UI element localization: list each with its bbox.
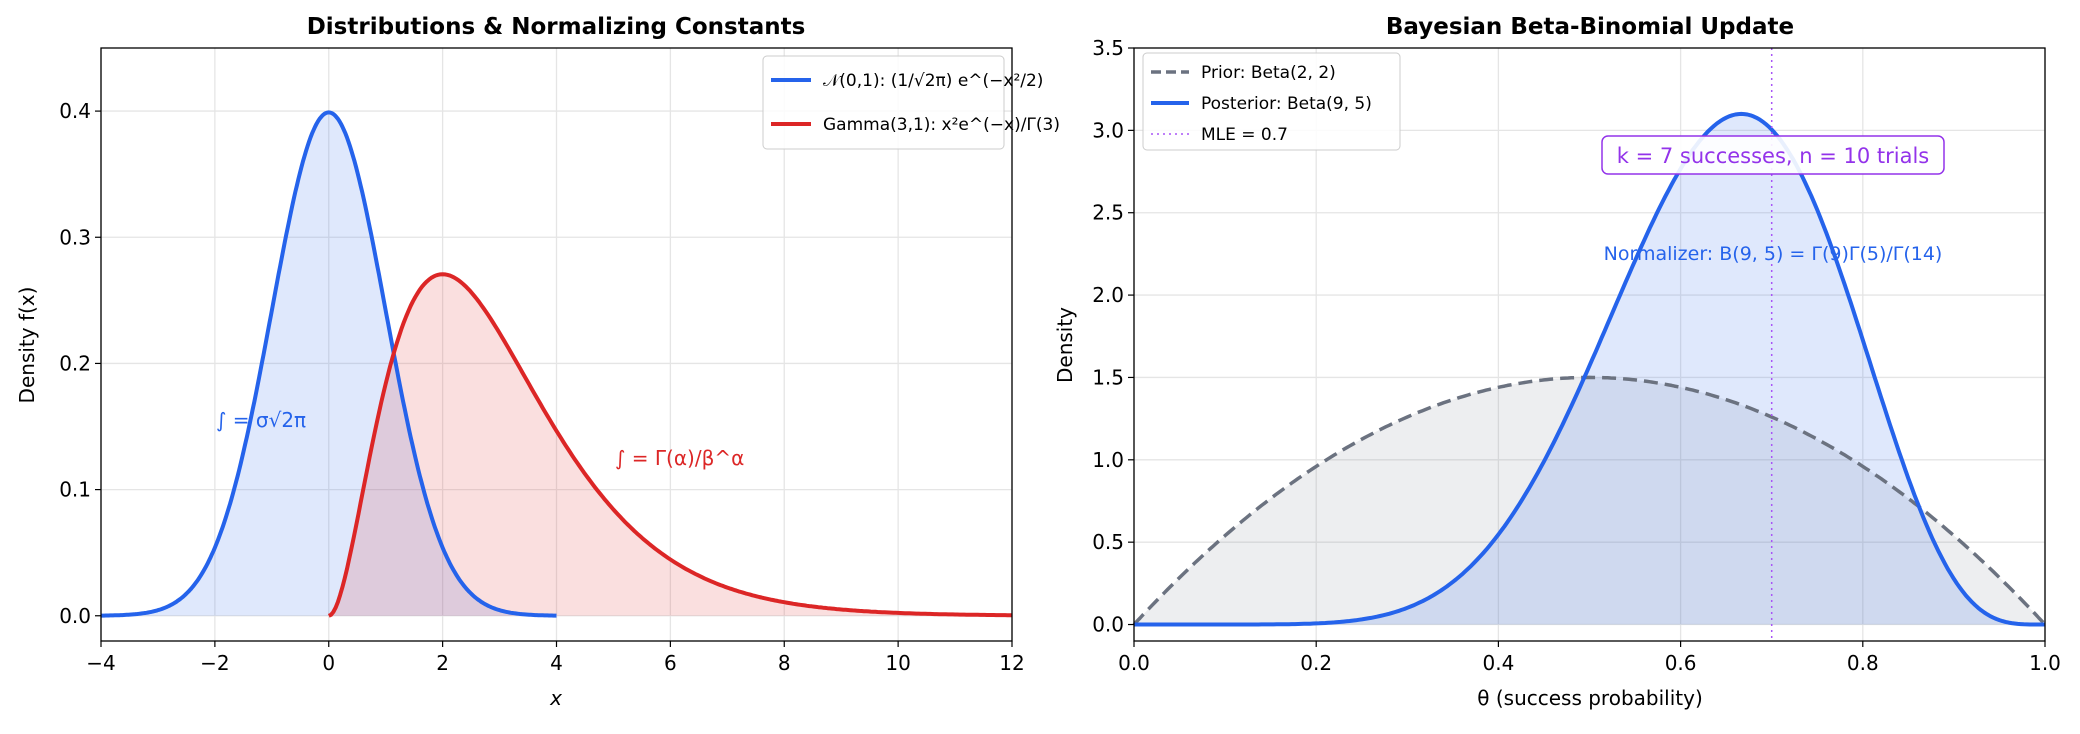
x-tick-label: −2 (200, 651, 229, 675)
y-tick-label: 3.5 (1092, 36, 1124, 60)
x-tick-label: 0.6 (1665, 651, 1697, 675)
legend-posterior-label: Posterior: Beta(9, 5) (1201, 94, 1372, 114)
x-tick-label: 2 (436, 651, 449, 675)
y-tick-label: 2.0 (1092, 283, 1124, 307)
x-tick-label: 1.0 (2029, 651, 2061, 675)
legend-prior-label: Prior: Beta(2, 2) (1201, 63, 1336, 83)
left-lines (100, 110, 1012, 618)
x-tick-label: 0.4 (1482, 651, 1514, 675)
legend-mle-label: MLE = 0.7 (1201, 125, 1288, 145)
x-tick-label: 12 (999, 651, 1024, 675)
x-tick-label: 0.8 (1847, 651, 1879, 675)
y-tick-label: 0.3 (59, 225, 91, 249)
gamma-integral-annotation: ∫ = Γ(α)/β^α (615, 446, 744, 470)
right-legend-box (1142, 52, 1401, 151)
y-tick-label: 0.5 (1092, 530, 1124, 554)
x-tick-label: −4 (86, 651, 115, 675)
y-tick-label: 2.5 (1092, 201, 1124, 225)
right-ticks: 0.0 0.2 0.4 0.6 0.8 1.0 0.0 0.5 1.0 1.5 2.0 2.5 3.0 3… (1092, 36, 2061, 675)
beta-area-fill (1134, 377, 2045, 625)
right-x-label: θ (success probability) (1477, 686, 1703, 710)
right-y-label: Density (1053, 307, 1077, 383)
x-tick-label: 8 (778, 651, 791, 675)
beta-curve-line (1132, 375, 2047, 626)
x-tick-label: 0.0 (1118, 651, 1150, 675)
x-tick-label: 0 (322, 651, 335, 675)
beta-curve-line (1134, 111, 2045, 627)
y-tick-label: 0.0 (1092, 613, 1124, 637)
left-ticks: −4 −2 0 2 4 6 8 10 12 0.0 0.1 0.2 0.3 0.4 (59, 99, 1025, 675)
left-chart-panel: Distributions & Normalizing Constants −4… (15, 14, 1060, 710)
normal-area-fill (101, 112, 557, 616)
y-tick-label: 0.1 (59, 478, 91, 502)
right-axes-frame (1133, 47, 2046, 642)
left-legend-box (762, 55, 1005, 150)
legend-gamma-label: Gamma(3,1): x²e^(−x)/Γ(3) (823, 115, 1060, 135)
left-fills (101, 112, 1012, 616)
y-tick-label: 0.2 (59, 351, 91, 375)
normal-curve-line (100, 110, 557, 618)
left-chart-title: Distributions & Normalizing Constants (307, 14, 806, 40)
gamma-curve-line (327, 272, 1012, 618)
y-tick-label: 0.0 (59, 604, 91, 628)
right-lines (1132, 48, 2047, 641)
left-x-label: x (549, 686, 562, 710)
y-tick-label: 3.0 (1092, 118, 1124, 142)
right-legend: Prior: Beta(2, 2) Posterior: Beta(9, 5) … (1142, 52, 1401, 151)
y-tick-label: 0.4 (59, 99, 91, 123)
trials-annotation-box (1601, 135, 1945, 175)
y-tick-label: 1.5 (1092, 365, 1124, 389)
right-chart-panel: Bayesian Beta-Binomial Update 0.0 0.2 0.4 0… (1053, 14, 2061, 710)
trials-annotation: k = 7 successes, n = 10 trials (1601, 135, 1945, 175)
gamma-area-fill (328, 274, 1012, 616)
left-legend: 𝒩(0,1): (1/√2π) e^(−x²/2) Gamma(3,1): x²… (762, 55, 1060, 150)
x-tick-label: 0.2 (1300, 651, 1332, 675)
normal-integral-annotation: ∫ = σ√2π (216, 408, 306, 432)
trials-annotation-text: k = 7 successes, n = 10 trials (1617, 144, 1930, 168)
y-tick-label: 1.0 (1092, 448, 1124, 472)
right-chart-title: Bayesian Beta-Binomial Update (1386, 14, 1794, 40)
legend-normal-label: 𝒩(0,1): (1/√2π) e^(−x²/2) (823, 71, 1043, 91)
normalizer-annotation: Normalizer: B(9, 5) = Γ(9)Γ(5)/Γ(14) (1604, 243, 1943, 265)
x-tick-label: 10 (885, 651, 910, 675)
x-tick-label: 4 (550, 651, 563, 675)
x-tick-label: 6 (664, 651, 677, 675)
left-y-label: Density f(x) (15, 287, 39, 404)
